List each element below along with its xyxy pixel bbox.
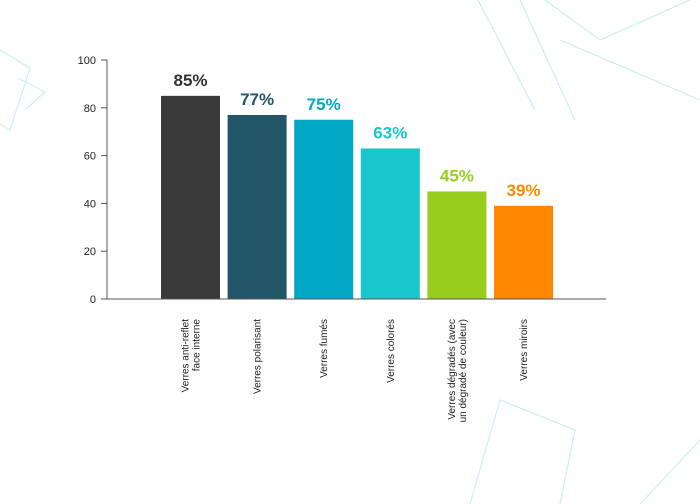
- deco-shape-top-4: [559, 39, 700, 101]
- bar: [494, 205, 553, 299]
- category-label-line: Verres polarisant: [253, 319, 264, 394]
- y-tick-label: 40: [84, 198, 96, 210]
- bar: [227, 114, 287, 299]
- bar: [427, 191, 487, 299]
- y-axis: 0 20 40 60 80 100: [78, 55, 107, 306]
- bar-value-label: 85%: [173, 71, 207, 90]
- bar-value-label: 39%: [506, 181, 540, 200]
- deco-shape-top-3: [544, 0, 691, 41]
- y-tick-label: 100: [78, 55, 96, 67]
- bar-value-label: 63%: [373, 123, 407, 142]
- deco-shape-top-1: [477, 0, 536, 111]
- category-label-line: Verres anti-reflet: [181, 319, 192, 393]
- category-label-line: un dégradé de couleur): [458, 319, 469, 422]
- data-labels: 85% 77% 75% 63% 45% 39%: [173, 71, 540, 200]
- bar: [161, 95, 220, 299]
- deco-shape-top-2: [519, 0, 576, 121]
- category-label-line: Verres dégradés (avec: [447, 319, 458, 420]
- category-label: Verres anti-reflet face interne: [181, 319, 203, 393]
- category-label: Verres miroirs: [519, 319, 530, 381]
- y-tick-label: 20: [84, 246, 96, 258]
- category-label: Verres dégradés (avec un dégradé de coule…: [447, 319, 469, 422]
- category-label: Verres fumés: [319, 319, 330, 378]
- category-label-line: Verres miroirs: [519, 319, 530, 381]
- category-label-line: face interne: [192, 319, 203, 372]
- bar: [294, 119, 354, 299]
- category-label-line: Verres colorés: [386, 319, 397, 383]
- bar: [360, 148, 420, 299]
- category-label: Verres polarisant: [253, 319, 264, 394]
- y-tick-label: 60: [84, 151, 96, 163]
- deco-shape-left: [0, 49, 31, 131]
- category-labels: Verres anti-reflet face interne Verres pol…: [181, 319, 531, 423]
- bar-value-label: 77%: [240, 90, 274, 109]
- deco-shape-bottom-2: [639, 439, 700, 504]
- bar-value-label: 75%: [307, 95, 341, 114]
- deco-shape-left-2: [17, 77, 47, 111]
- y-tick-label: 80: [84, 103, 96, 115]
- deco-shape-bottom-1: [469, 399, 576, 504]
- category-label-line: Verres fumés: [319, 319, 330, 378]
- bar-value-label: 45%: [440, 166, 474, 185]
- bars: [161, 95, 553, 299]
- y-tick-label: 0: [90, 294, 96, 306]
- category-label: Verres colorés: [386, 319, 397, 383]
